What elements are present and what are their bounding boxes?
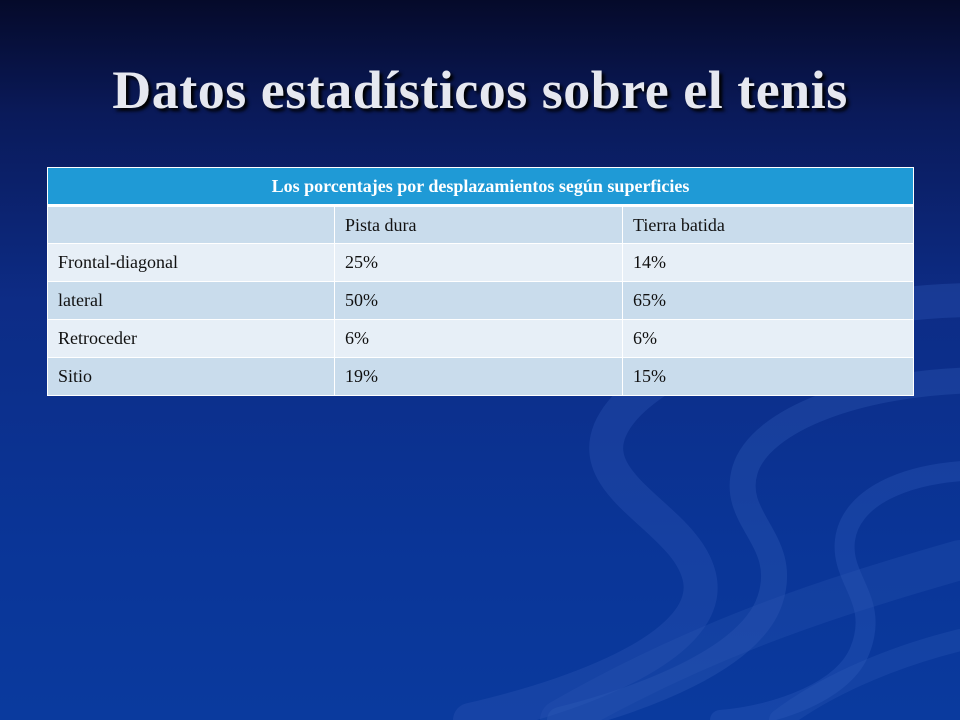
table-row: Retroceder 6% 6% [47,319,915,358]
cell-tierra-batida: 6% [621,319,915,358]
cell-pista-dura: 25% [334,243,623,282]
row-label: Frontal-diagonal [47,243,335,282]
cell-tierra-batida: 14% [621,243,915,282]
cell-pista-dura: 19% [334,357,623,396]
cell-tierra-batida: 15% [621,357,915,396]
column-header-tierra-batida: Tierra batida [621,205,915,244]
table-header-row: Pista dura Tierra batida [47,205,915,244]
row-label: Retroceder [47,319,335,358]
table-row: lateral 50% 65% [47,281,915,320]
table-caption-row: Los porcentajes por desplazamientos segú… [46,167,915,207]
row-label: lateral [47,281,335,320]
row-label: Sitio [47,357,335,396]
cell-pista-dura: 50% [334,281,623,320]
table-row: Frontal-diagonal 25% 14% [47,243,915,282]
cell-pista-dura: 6% [334,319,623,358]
slide-title: Datos estadísticos sobre el tenis [112,60,848,120]
column-header-pista-dura: Pista dura [334,205,623,244]
cell-tierra-batida: 65% [621,281,915,320]
column-header-empty [47,205,335,244]
table-caption: Los porcentajes por desplazamientos segú… [46,167,915,207]
table-row: Sitio 19% 15% [47,357,915,396]
statistics-table: Los porcentajes por desplazamientos segú… [46,167,915,396]
